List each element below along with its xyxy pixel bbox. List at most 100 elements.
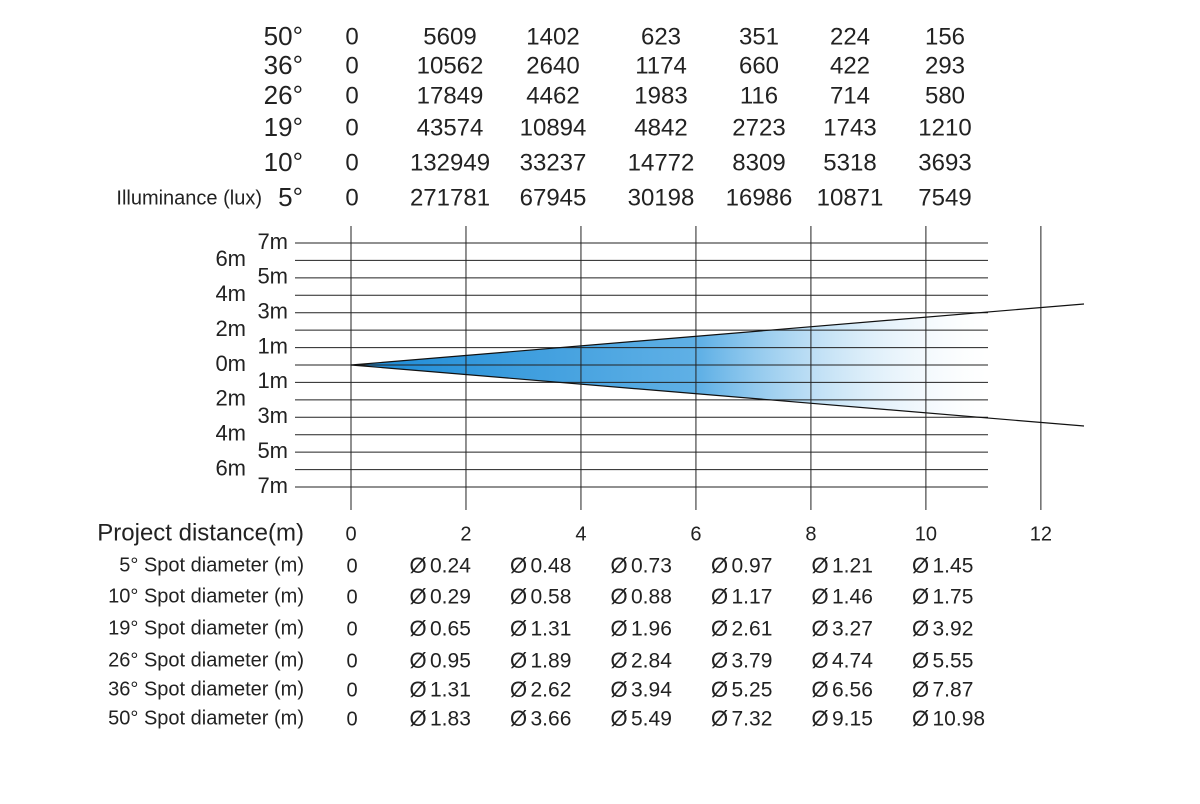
spot-diameter-cell: 3.27 (832, 618, 873, 641)
spot-diameter-cell: 0.58 (531, 586, 572, 609)
spot-diameter-cell: 7.32 (732, 708, 773, 731)
diameter-icon: Ø (811, 648, 828, 673)
diameter-icon: Ø (811, 553, 828, 578)
diameter-icon: Ø (711, 648, 728, 673)
diameter-icon: Ø (510, 706, 527, 731)
illuminance-cell: 43574 (417, 114, 484, 141)
illuminance-angle: 50° (264, 21, 303, 51)
illuminance-cell: 156 (925, 23, 965, 50)
illuminance-cell: 33237 (520, 149, 587, 176)
spot-diameter-cell: 0 (346, 708, 357, 730)
illuminance-cell: 16986 (726, 184, 793, 211)
spot-diameter-cell: 2.62 (531, 679, 572, 702)
y-tick-label-inner: 5m (257, 438, 288, 463)
illuminance-cell: 0 (345, 23, 358, 50)
illuminance-cell: 714 (830, 82, 870, 109)
spot-diameter-cell: 4.74 (832, 650, 873, 673)
spot-diameter-cell: 1.75 (933, 586, 974, 609)
spot-diameter-cell: 0.65 (430, 618, 471, 641)
illuminance-cell: 1402 (526, 23, 579, 50)
spot-diameter-cell: 0.73 (631, 555, 672, 578)
illuminance-cell: 271781 (410, 184, 490, 211)
diameter-icon: Ø (811, 706, 828, 731)
diameter-icon: Ø (811, 616, 828, 641)
diameter-icon: Ø (610, 677, 627, 702)
spot-diameter-cell: 1.31 (531, 618, 572, 641)
text-layer: 7m 5m 3m 1m 1m 3m 5m 7m 6m 4m 2m 0m 2m 4m 6m 50° 0 5609 14… (97, 21, 1052, 731)
illuminance-cell: 14772 (628, 149, 695, 176)
spot-diameter-cell: 2.84 (631, 650, 672, 673)
x-tick-label: 12 (1030, 523, 1052, 545)
spot-diameter-cell: 0 (346, 618, 357, 640)
spot-diameter-cell: 0.29 (430, 586, 471, 609)
x-tick-label: 0 (345, 523, 356, 545)
spot-diameter-label: 50° Spot diameter (m) (108, 707, 304, 729)
illuminance-angle: 5° (278, 182, 303, 212)
spot-diameter-cell: 1.89 (531, 650, 572, 673)
diameter-icon: Ø (409, 616, 426, 641)
x-tick-label: 4 (575, 523, 586, 545)
diameter-icon: Ø (409, 584, 426, 609)
diameter-icon: Ø (510, 677, 527, 702)
diameter-icon: Ø (409, 677, 426, 702)
diameter-icon: Ø (912, 706, 929, 731)
diameter-icon: Ø (409, 648, 426, 673)
illuminance-angle: 10° (264, 147, 303, 177)
spot-diameter-cell: 5.55 (933, 650, 974, 673)
diameter-icon: Ø (912, 553, 929, 578)
illuminance-cell: 623 (641, 23, 681, 50)
diameter-icon: Ø (510, 584, 527, 609)
spot-diameter-cell: 0.24 (430, 555, 471, 578)
diameter-icon: Ø (912, 648, 929, 673)
project-distance-label: Project distance(m) (97, 519, 304, 546)
diameter-icon: Ø (711, 677, 728, 702)
y-tick-label-outer: 2m (215, 316, 246, 341)
spot-diameter-label: 10° Spot diameter (m) (108, 585, 304, 607)
spot-diameter-cell: 0.88 (631, 586, 672, 609)
diameter-icon: Ø (610, 584, 627, 609)
illuminance-cell: 116 (740, 82, 778, 109)
spot-diameter-cell: 1.17 (732, 586, 773, 609)
diameter-icon: Ø (409, 706, 426, 731)
diameter-icon: Ø (711, 584, 728, 609)
illuminance-cell: 8309 (732, 149, 785, 176)
y-tick-label-outer: 4m (215, 421, 246, 446)
diameter-icon: Ø (711, 616, 728, 641)
illuminance-cell: 0 (345, 82, 358, 109)
y-tick-label-inner: 5m (257, 264, 288, 289)
diameter-icon: Ø (711, 706, 728, 731)
spot-diameter-cell: 0 (346, 650, 357, 672)
diameter-icon: Ø (811, 584, 828, 609)
diameter-icon: Ø (610, 553, 627, 578)
beam-edge-layer (350, 303, 1085, 427)
y-tick-label-outer: 6m (215, 246, 246, 271)
diameter-icon: Ø (912, 584, 929, 609)
spot-diameter-cell: 5.25 (732, 679, 773, 702)
illuminance-cell: 580 (925, 82, 965, 109)
diameter-icon: Ø (912, 616, 929, 641)
x-tick-label: 10 (915, 523, 937, 545)
x-tick-label: 8 (805, 523, 816, 545)
illuminance-cell: 67945 (520, 184, 587, 211)
y-tick-label-inner: 7m (257, 229, 288, 254)
spot-diameter-cell: 3.66 (531, 708, 572, 731)
y-tick-label-inner: 1m (257, 333, 288, 358)
illuminance-cell: 0 (345, 114, 358, 141)
spot-diameter-cell: 1.31 (430, 679, 471, 702)
spot-diameter-cell: 2.61 (732, 618, 773, 641)
spot-diameter-cell: 1.21 (832, 555, 873, 578)
spot-diameter-cell: 0 (346, 586, 357, 608)
illuminance-cell: 2723 (732, 114, 785, 141)
spot-diameter-label: 36° Spot diameter (m) (108, 678, 304, 700)
illuminance-cell: 0 (345, 149, 358, 176)
diameter-icon: Ø (811, 677, 828, 702)
illuminance-cell: 224 (830, 23, 870, 50)
illuminance-cell: 4462 (526, 82, 579, 109)
illuminance-cell: 10871 (817, 184, 884, 211)
spot-diameter-cell: 3.92 (933, 618, 974, 641)
illuminance-cell: 5318 (823, 149, 876, 176)
illuminance-cell: 351 (739, 23, 779, 50)
spot-diameter-cell: 0 (346, 555, 357, 577)
spot-diameter-label: 26° Spot diameter (m) (108, 649, 304, 671)
